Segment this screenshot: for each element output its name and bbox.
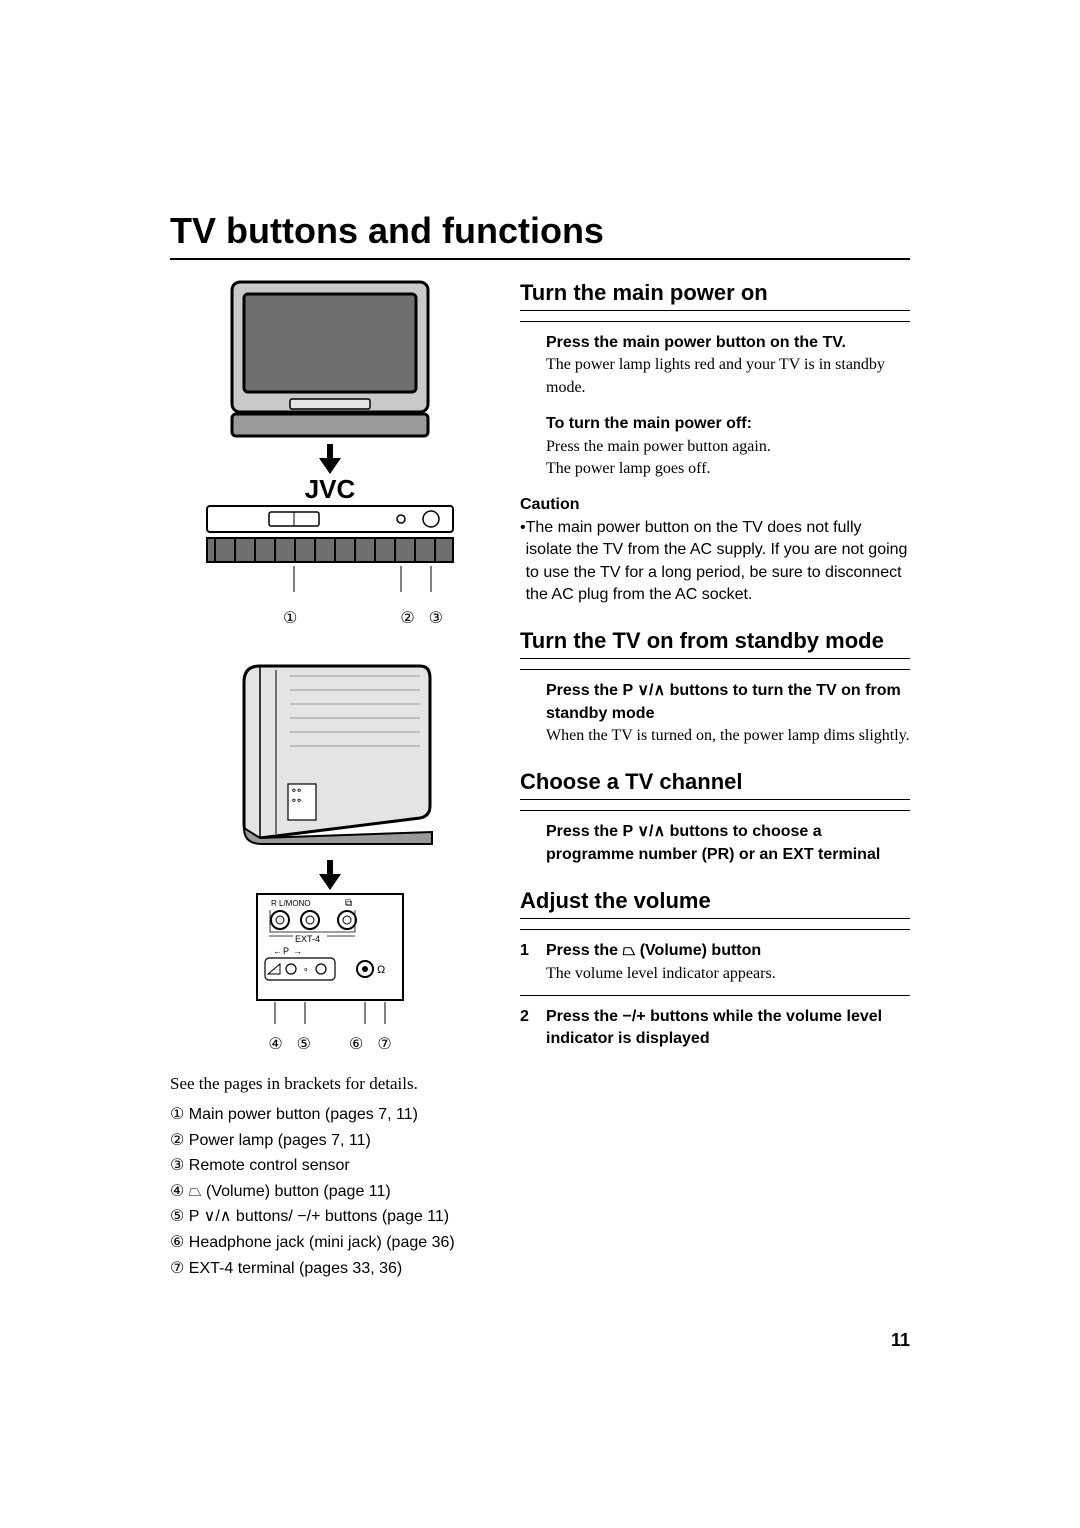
sec1-subhead: To turn the main power off: <box>546 413 910 435</box>
sec4-step2: Press the −/+ buttons while the volume l… <box>546 1008 882 1047</box>
legend-item-5: ⑤ P ∨/∧ buttons/ −/+ buttons (page 11) <box>170 1204 490 1230</box>
jvc-logo: JVC <box>305 476 356 504</box>
svg-text:P: P <box>283 946 289 956</box>
tv-panel-svg: JVC <box>205 476 455 566</box>
legend-item-3: ③ Remote control sensor <box>170 1153 490 1179</box>
legend-item-2: ② Power lamp (pages 7, 11) <box>170 1128 490 1154</box>
callout-3: ③ <box>429 608 443 628</box>
sec2-step1: Press the P ∨/∧ buttons to turn the TV o… <box>546 680 910 725</box>
sec2-body1: When the TV is turned on, the power lamp… <box>546 725 910 747</box>
page-title: TV buttons and functions <box>170 210 910 252</box>
arrow-down-icon-2 <box>315 860 345 890</box>
sec3-subrule <box>520 810 910 811</box>
callout-1: ① <box>283 608 297 628</box>
sec1-step1: Press the main power button on the TV. T… <box>520 332 910 480</box>
svg-text:←: ← <box>273 946 282 956</box>
callouts-row-1: ① ② ③ <box>205 608 455 628</box>
sec1-subrule-1 <box>520 321 910 322</box>
sec1-body1: The power lamp lights red and your TV is… <box>546 354 910 399</box>
legend-list: ① Main power button (pages 7, 11) ② Powe… <box>170 1102 490 1281</box>
svg-text:⧉: ⧉ <box>345 898 352 909</box>
callout-4: ④ <box>268 1034 282 1054</box>
svg-text:∘: ∘ <box>303 964 309 974</box>
legend-item-1: ① Main power button (pages 7, 11) <box>170 1102 490 1128</box>
legend-item-4: ④ ⏢ (Volume) button (page 11) <box>170 1179 490 1205</box>
legend-item-6: ⑥ Headphone jack (mini jack) (page 36) <box>170 1230 490 1256</box>
tv-side-figure: ○ ○ ○ ○ R L/MONO ⧉ <box>170 656 490 1054</box>
sec1-caution-body: The main power button on the TV does not… <box>526 517 910 607</box>
sec4-body1: The volume level indicator appears. <box>546 963 910 985</box>
two-column-layout: JVC <box>170 280 910 1281</box>
tv-front-svg <box>230 280 430 440</box>
sec4-heading: Adjust the volume <box>520 888 910 919</box>
right-column: Turn the main power on Press the main po… <box>520 280 910 1281</box>
svg-text:→: → <box>293 946 302 956</box>
sec1-body2a: Press the main power button again. <box>546 436 910 458</box>
arrow-down-icon <box>315 444 345 474</box>
sec1-caution: Caution • The main power button on the T… <box>520 494 910 606</box>
sec1-heading: Turn the main power on <box>520 280 910 311</box>
callout-lines-1 <box>205 566 455 606</box>
svg-text:R L/MONO: R L/MONO <box>271 899 311 908</box>
legend-item-7: ⑦ EXT-4 terminal (pages 33, 36) <box>170 1256 490 1282</box>
left-column: JVC <box>170 280 490 1281</box>
callouts-row-2: ④ ⑤ ⑥ ⑦ <box>255 1034 405 1054</box>
callout-7: ⑦ <box>377 1034 391 1054</box>
page-number: 11 <box>891 1330 910 1351</box>
svg-text:○ ○: ○ ○ <box>292 788 301 794</box>
sec1-caution-head: Caution <box>520 494 910 516</box>
step-number-1: 1 <box>520 940 546 985</box>
svg-text:Ω: Ω <box>377 964 385 976</box>
sec3-step1: Press the P ∨/∧ buttons to choose a prog… <box>546 821 910 866</box>
sec2-subrule <box>520 669 910 670</box>
tv-front-figure: JVC <box>170 280 490 628</box>
callout-lines-2 <box>255 1002 405 1032</box>
sec4-step1-block: 1 Press the ⏢ (Volume) button The volume… <box>520 940 910 985</box>
sec3-heading: Choose a TV channel <box>520 769 910 800</box>
step-number-2: 2 <box>520 1006 546 1051</box>
sec1-step1-text: Press the main power button on the TV. <box>546 332 910 354</box>
sec4-subrule-2 <box>520 995 910 996</box>
sec2-step1-block: Press the P ∨/∧ buttons to turn the TV o… <box>520 680 910 747</box>
sec4-subrule-1 <box>520 929 910 930</box>
sec2-heading: Turn the TV on from standby mode <box>520 628 910 659</box>
svg-text:○ ○: ○ ○ <box>292 798 301 804</box>
svg-text:EXT-4: EXT-4 <box>295 934 320 944</box>
jack-panel-svg: R L/MONO ⧉ EXT-4 P ← → <box>255 892 405 1002</box>
title-rule <box>170 258 910 260</box>
sec1-body2b: The power lamp goes off. <box>546 458 910 480</box>
sec3-step1-block: Press the P ∨/∧ buttons to choose a prog… <box>520 821 910 866</box>
callout-5: ⑤ <box>297 1034 311 1054</box>
callout-6: ⑥ <box>349 1034 363 1054</box>
legend-intro: See the pages in brackets for details. <box>170 1074 490 1094</box>
sec4-step1: Press the ⏢ (Volume) button <box>546 942 761 959</box>
callout-2: ② <box>400 608 414 628</box>
tv-side-svg: ○ ○ ○ ○ <box>220 656 440 856</box>
sec4-step2-block: 2 Press the −/+ buttons while the volume… <box>520 1006 910 1051</box>
